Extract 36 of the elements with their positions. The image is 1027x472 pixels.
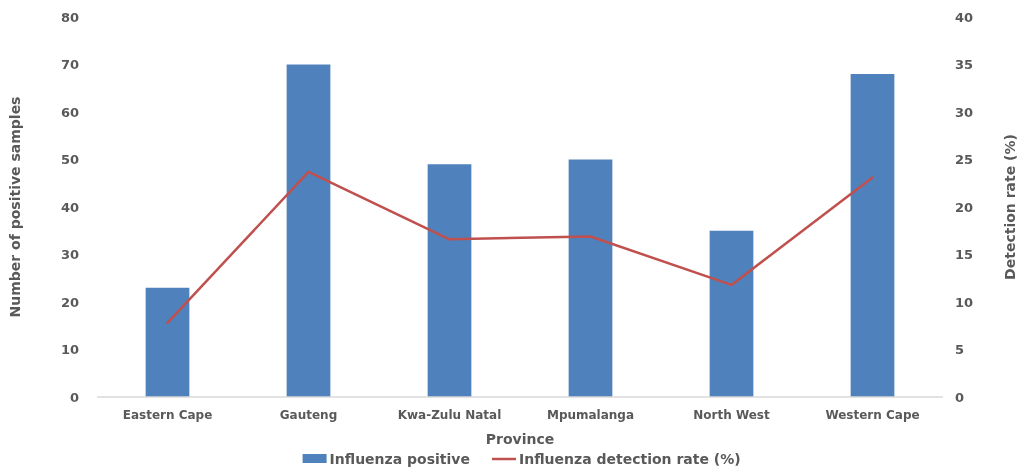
- y2-tick-label: 20: [955, 199, 974, 215]
- line-series: [166, 170, 874, 325]
- x-tick-label: Gauteng: [279, 408, 338, 422]
- bar: [568, 159, 613, 397]
- y2-tick-label: 10: [955, 294, 974, 310]
- x-tick-label: Kwa-Zulu Natal: [397, 408, 502, 422]
- legend-label: Influenza detection rate (%): [519, 451, 741, 467]
- y2-axis-title: Detection rate (%): [1002, 134, 1018, 280]
- y-tick-label: 80: [60, 9, 79, 25]
- y-tick-label: 0: [69, 389, 79, 405]
- bar: [286, 64, 331, 397]
- x-axis-title: Province: [485, 431, 555, 447]
- bar: [427, 164, 472, 397]
- x-tick-label: North West: [693, 408, 770, 422]
- y-axis-title: Number of positive samples: [7, 96, 23, 318]
- x-tick-label: Eastern Cape: [122, 408, 213, 422]
- bar: [709, 230, 754, 397]
- legend-label: Influenza positive: [329, 451, 470, 467]
- y2-tick-label: 25: [955, 152, 974, 168]
- y-tick-label: 30: [60, 247, 79, 263]
- y2-tick-label: 30: [955, 104, 974, 120]
- y-tick-label: 20: [60, 294, 79, 310]
- y-tick-label: 40: [60, 199, 79, 215]
- y-tick-label: 10: [60, 342, 79, 358]
- y2-tick-label: 15: [955, 247, 974, 263]
- y2-tick-label: 5: [955, 342, 965, 358]
- y2-tick-label: 35: [955, 57, 974, 73]
- y2-tick-label: 0: [955, 389, 965, 405]
- bar: [850, 74, 895, 397]
- y-tick-label: 50: [60, 152, 79, 168]
- y-tick-label: 70: [60, 57, 79, 73]
- x-tick-label: Mpumalanga: [546, 408, 635, 422]
- bar: [145, 287, 190, 397]
- x-tick-label: Western Cape: [825, 408, 920, 422]
- y-tick-label: 60: [60, 104, 79, 120]
- y2-tick-label: 40: [955, 9, 974, 25]
